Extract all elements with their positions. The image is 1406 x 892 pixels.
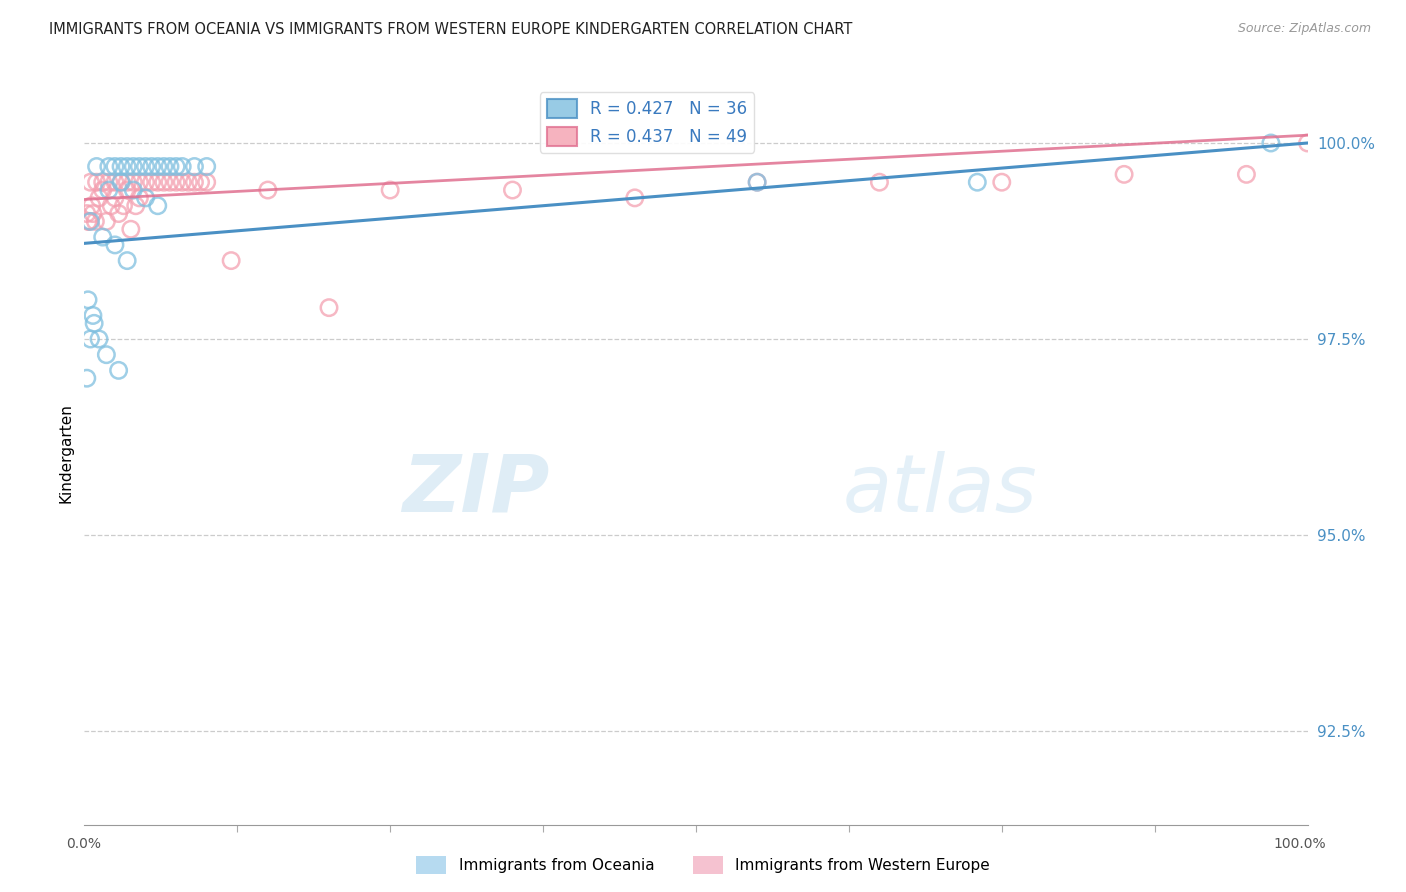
Point <box>125 199 148 213</box>
Point <box>869 175 891 189</box>
Point <box>122 175 145 189</box>
Point <box>77 214 100 228</box>
Point <box>110 175 132 189</box>
Point <box>153 175 176 189</box>
Point <box>195 160 218 174</box>
Point <box>76 371 98 385</box>
Point <box>110 160 132 174</box>
Point <box>624 191 647 205</box>
Point <box>79 214 101 228</box>
Point <box>97 160 120 174</box>
Point <box>79 332 101 346</box>
Point <box>91 175 114 189</box>
Point <box>128 191 150 205</box>
Text: Source: ZipAtlas.com: Source: ZipAtlas.com <box>1237 22 1371 36</box>
Point <box>82 309 104 323</box>
Text: IMMIGRANTS FROM OCEANIA VS IMMIGRANTS FROM WESTERN EUROPE KINDERGARTEN CORRELATI: IMMIGRANTS FROM OCEANIA VS IMMIGRANTS FR… <box>49 22 852 37</box>
Point <box>141 175 163 189</box>
Point <box>86 175 108 189</box>
Point <box>104 160 127 174</box>
Point <box>1236 167 1258 181</box>
Point <box>112 199 135 213</box>
Point <box>380 183 402 197</box>
Point <box>96 348 118 362</box>
Legend: R = 0.427   N = 36, R = 0.437   N = 49: R = 0.427 N = 36, R = 0.437 N = 49 <box>540 93 754 153</box>
Point <box>87 332 110 346</box>
Point <box>966 175 988 189</box>
Point <box>107 206 129 220</box>
Point <box>128 175 150 189</box>
Point <box>115 175 138 189</box>
Point <box>107 363 129 377</box>
Point <box>146 199 169 213</box>
Point <box>135 175 157 189</box>
Point <box>219 253 242 268</box>
Point <box>991 175 1014 189</box>
Point <box>120 222 142 236</box>
Point <box>183 160 205 174</box>
Point <box>96 214 118 228</box>
Point <box>172 175 194 189</box>
Point <box>122 160 145 174</box>
Text: atlas: atlas <box>842 451 1038 529</box>
Point <box>115 253 138 268</box>
Point <box>159 175 181 189</box>
Text: 0.0%: 0.0% <box>66 837 101 851</box>
Point <box>165 175 187 189</box>
Point <box>135 191 157 205</box>
Point <box>159 160 181 174</box>
Point <box>86 160 108 174</box>
Point <box>122 183 145 197</box>
Point <box>165 160 187 174</box>
Point <box>82 206 104 220</box>
Point <box>747 175 769 189</box>
Point <box>115 183 138 197</box>
Point <box>146 160 169 174</box>
Point <box>115 160 138 174</box>
Point <box>146 175 169 189</box>
Point <box>91 230 114 244</box>
Point <box>502 183 524 197</box>
Point <box>104 238 127 252</box>
Point <box>747 175 769 189</box>
Y-axis label: Kindergarten: Kindergarten <box>58 403 73 502</box>
Point <box>177 175 200 189</box>
Point <box>84 214 107 228</box>
Point <box>153 160 176 174</box>
Point <box>141 160 163 174</box>
Point <box>104 191 127 205</box>
Point <box>80 199 103 213</box>
Point <box>190 175 212 189</box>
Point <box>91 183 114 197</box>
Legend: Immigrants from Oceania, Immigrants from Western Europe: Immigrants from Oceania, Immigrants from… <box>409 850 997 880</box>
Text: 100.0%: 100.0% <box>1274 837 1326 851</box>
Point <box>1260 136 1282 150</box>
Point <box>87 191 110 205</box>
Point <box>83 316 105 330</box>
Point <box>1114 167 1136 181</box>
Point <box>135 160 157 174</box>
Point <box>100 199 122 213</box>
Point <box>1296 136 1319 150</box>
Point <box>79 175 101 189</box>
Point <box>76 206 98 220</box>
Point <box>257 183 280 197</box>
Point <box>183 175 205 189</box>
Point <box>128 160 150 174</box>
Point <box>104 175 127 189</box>
Text: ZIP: ZIP <box>402 451 550 529</box>
Point <box>77 293 100 307</box>
Point <box>195 175 218 189</box>
Point <box>97 183 120 197</box>
Point <box>172 160 194 174</box>
Point <box>97 175 120 189</box>
Point <box>110 175 132 189</box>
Point <box>77 214 100 228</box>
Point <box>318 301 340 315</box>
